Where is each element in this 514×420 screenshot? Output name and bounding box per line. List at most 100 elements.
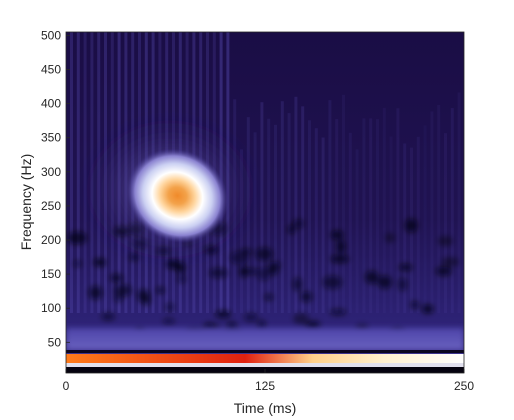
heatmap-streak [294, 96, 298, 313]
heatmap-dark-spot [365, 270, 379, 284]
heatmap-streak [416, 136, 420, 313]
heatmap-lowband [66, 328, 464, 350]
heatmap-dark-spot [88, 285, 103, 300]
heatmap-dark-spot [300, 291, 313, 303]
heatmap-streak [70, 32, 73, 313]
heatmap-streak [274, 124, 277, 313]
heatmap-dark-spot [72, 260, 82, 268]
heatmap-streak [369, 118, 373, 313]
y-tick-label: 250 [41, 199, 61, 213]
heatmap-peak [126, 148, 229, 244]
y-tick-label: 500 [41, 28, 61, 42]
y-tick-label: 50 [48, 335, 62, 349]
heatmap-dark-spot [287, 225, 296, 234]
heatmap-dark-spot [329, 308, 347, 316]
heatmap-streak [253, 132, 257, 313]
heatmap-streak [260, 102, 264, 313]
heatmap-dark-spot [156, 286, 165, 294]
heatmap-streak [301, 106, 305, 313]
heatmap-band-hot [66, 354, 464, 363]
y-axis-label: Frequency (Hz) [18, 154, 34, 250]
x-tick-label: 0 [63, 379, 70, 393]
heatmap-dark-spot [101, 312, 116, 321]
heatmap-band-dark [66, 350, 464, 353]
heatmap-streak [76, 32, 80, 313]
heatmap-streak [423, 125, 427, 313]
heatmap-streak [308, 120, 311, 314]
heatmap-dark-spot [441, 257, 460, 267]
heatmap-dark-spot [204, 322, 215, 330]
heatmap-streak [287, 113, 291, 313]
heatmap-dark-spot [136, 289, 150, 303]
y-tick-label: 400 [41, 97, 61, 111]
heatmap-dark-spot [93, 258, 107, 267]
heatmap-dark-spot [244, 313, 258, 322]
heatmap-dark-spot [292, 277, 302, 292]
heatmap-streak [376, 119, 379, 313]
x-tick-label: 250 [454, 379, 474, 393]
heatmap-dark-spot [256, 266, 271, 281]
y-tick-label: 100 [41, 301, 61, 315]
heatmap-dark-spot [404, 218, 418, 233]
y-tick-label: 200 [41, 233, 61, 247]
heatmap-streak [362, 118, 366, 314]
heatmap-dark-spot [437, 235, 454, 247]
heatmap-dark-spot [377, 275, 392, 289]
heatmap-streak [267, 118, 271, 313]
y-tick-label: 450 [41, 63, 61, 77]
heatmap-dark-spot [398, 277, 408, 291]
heatmap-dark-spot [240, 248, 253, 255]
heatmap-dark-spot [226, 321, 238, 330]
heatmap [66, 32, 464, 373]
heatmap-dark-spot [113, 292, 124, 303]
heatmap-dark-spot [421, 304, 434, 314]
x-axis-label: Time (ms) [234, 400, 296, 416]
heatmap-streak [328, 100, 332, 313]
heatmap-dark-spot [410, 301, 419, 309]
heatmap-dark-spot [385, 232, 395, 243]
y-tick-label: 350 [41, 131, 61, 145]
heatmap-streak [403, 143, 407, 313]
heatmap-dark-spot [229, 251, 250, 265]
heatmap-dark-spot [165, 302, 175, 312]
heatmap-dark-spot [398, 263, 413, 271]
heatmap-dark-spot [307, 320, 321, 330]
heatmap-streak [342, 94, 345, 313]
heatmap-streak [389, 136, 393, 313]
heatmap-dark-spot [255, 247, 273, 261]
x-ticks: 0 125 250 [63, 369, 474, 393]
heatmap-streak [437, 104, 441, 314]
heatmap-streak [348, 132, 352, 313]
heatmap-dark-spot [215, 310, 231, 319]
heatmap-dark-spot [435, 266, 452, 276]
heatmap-dark-spot [177, 274, 187, 284]
heatmap-dark-spot [336, 239, 346, 254]
heatmap-streak [335, 119, 339, 313]
heatmap-dark-spot [292, 219, 305, 229]
heatmap-streak [321, 137, 325, 313]
y-tick-label: 300 [41, 165, 61, 179]
heatmap-streak [457, 92, 461, 314]
y-tick-label: 150 [41, 267, 61, 281]
heatmap-streak [382, 107, 386, 313]
heatmap-dark-spot [67, 231, 88, 245]
heatmap-streak [280, 101, 284, 313]
y-ticks: 50 100 150 200 250 300 350 400 450 500 [41, 28, 70, 349]
heatmap-dark-spot [209, 267, 229, 279]
heatmap-dark-spot [330, 230, 344, 240]
heatmap-dark-spot [109, 274, 124, 282]
heatmap-dark-spot [330, 255, 349, 263]
heatmap-streak [314, 128, 318, 313]
heatmap-streak [396, 108, 400, 313]
heatmap-streak [355, 149, 359, 313]
heatmap-streak [450, 108, 454, 314]
heatmap-dark-spot [257, 319, 266, 330]
x-tick-label: 125 [255, 379, 275, 393]
heatmap-band-white [66, 363, 464, 367]
heatmap-dark-spot [264, 293, 273, 301]
heatmap-dark-spot [162, 318, 175, 325]
heatmap-dark-spot [293, 313, 310, 325]
heatmap-dark-spot [239, 265, 248, 278]
heatmap-streak [444, 133, 447, 313]
